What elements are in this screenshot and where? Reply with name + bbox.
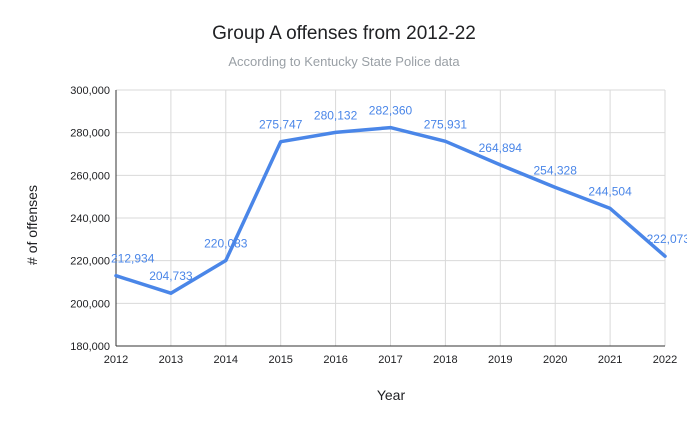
x-tick-label: 2017	[378, 354, 402, 366]
chart-subtitle: According to Kentucky State Police data	[228, 54, 460, 69]
data-label: 222,073	[647, 232, 687, 246]
x-tick-label: 2019	[488, 354, 512, 366]
y-tick-label: 180,000	[70, 341, 110, 353]
data-label: 212,934	[111, 252, 155, 266]
y-tick-label: 200,000	[70, 298, 110, 310]
series-line	[114, 125, 667, 295]
y-tick-label: 220,000	[70, 256, 110, 268]
x-tick-label: 2018	[433, 354, 457, 366]
y-tick-label: 260,000	[70, 170, 110, 182]
y-axis-ticks: 180,000 200,000 220,000 240,000 260,000 280,0…	[70, 85, 110, 353]
data-label: 280,132	[314, 108, 358, 122]
x-tick-label: 2016	[323, 354, 347, 366]
chart-title: Group A offenses from 2012-22	[212, 23, 476, 44]
y-tick-label: 300,000	[70, 85, 110, 97]
data-label: 275,747	[259, 118, 303, 132]
x-tick-label: 2015	[268, 354, 292, 366]
data-label: 254,328	[534, 163, 578, 177]
data-label: 220,083	[204, 236, 248, 250]
data-label: 244,504	[588, 184, 632, 198]
x-axis-ticks: 2012 2013 2014 2015 2016 2017 2018 2019 2020 2021…	[104, 354, 677, 366]
y-axis-title: # of offenses	[24, 185, 40, 265]
x-tick-label: 2020	[543, 354, 567, 366]
data-label: 275,931	[424, 117, 468, 131]
x-axis-title: Year	[377, 387, 406, 403]
data-label: 264,894	[479, 141, 523, 155]
data-labels: 212,934 204,733 220,083 275,747 280,132 282,3…	[111, 104, 687, 284]
x-tick-label: 2021	[598, 354, 622, 366]
x-tick-label: 2014	[214, 354, 238, 366]
x-tick-label: 2013	[159, 354, 183, 366]
data-label: 282,360	[369, 104, 413, 118]
x-tick-label: 2012	[104, 354, 128, 366]
x-tick-label: 2022	[653, 354, 677, 366]
y-tick-label: 280,000	[70, 128, 110, 140]
data-label: 204,733	[149, 269, 193, 283]
y-tick-label: 240,000	[70, 213, 110, 225]
